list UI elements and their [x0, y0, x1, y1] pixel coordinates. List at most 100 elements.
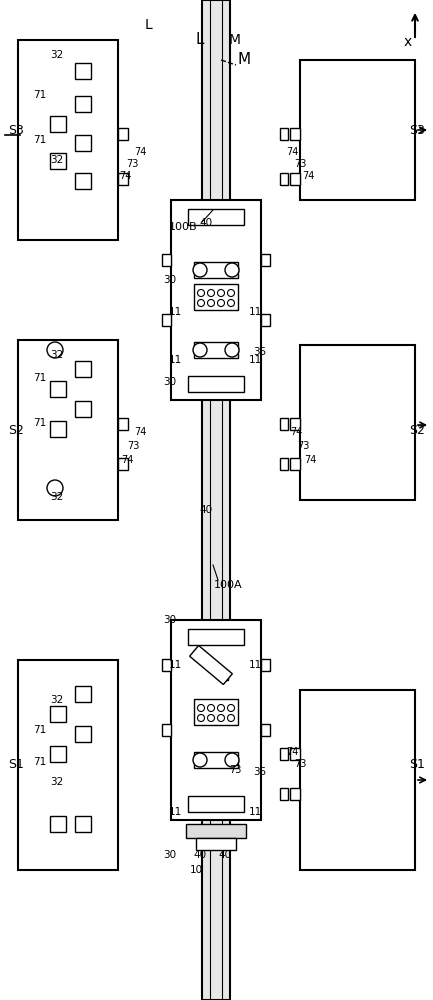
Text: 30: 30	[163, 377, 177, 387]
Text: S2: S2	[8, 424, 24, 436]
Circle shape	[47, 480, 63, 496]
Bar	[300, 345, 415, 500]
Bar	[194, 262, 238, 278]
Text: 11: 11	[249, 660, 262, 670]
Text: 11: 11	[168, 355, 181, 365]
Bar	[162, 659, 171, 671]
Circle shape	[225, 263, 239, 277]
Text: 73: 73	[294, 759, 306, 769]
Bar	[280, 458, 288, 470]
Bar	[75, 361, 91, 377]
Text: 11: 11	[249, 307, 262, 317]
Text: x: x	[404, 35, 412, 49]
Bar	[118, 128, 128, 140]
Bar	[202, 0, 230, 1000]
Bar	[188, 376, 244, 392]
Bar	[50, 706, 66, 722]
Bar	[75, 63, 91, 79]
Bar	[280, 418, 288, 430]
Text: 71: 71	[33, 725, 47, 735]
Text: 11: 11	[249, 355, 262, 365]
Bar	[194, 650, 204, 660]
Text: 73: 73	[294, 159, 306, 169]
Text: 73: 73	[297, 441, 309, 451]
Bar	[280, 173, 288, 185]
Text: L: L	[196, 32, 204, 47]
Circle shape	[227, 714, 235, 722]
Text: 32: 32	[50, 350, 64, 360]
Text: 71: 71	[33, 757, 47, 767]
Text: L: L	[144, 18, 152, 32]
Text: 35: 35	[253, 347, 267, 357]
Bar	[18, 340, 118, 520]
Bar	[18, 660, 118, 870]
Bar	[186, 824, 246, 838]
Text: 35: 35	[253, 767, 267, 777]
Circle shape	[197, 290, 204, 296]
Bar	[290, 788, 300, 800]
Bar	[261, 724, 270, 736]
Bar	[75, 401, 91, 417]
Circle shape	[207, 714, 214, 722]
Text: 11: 11	[168, 660, 181, 670]
Text: 32: 32	[50, 695, 64, 705]
Bar	[18, 40, 118, 240]
Bar	[194, 342, 238, 358]
Text: 71: 71	[33, 418, 47, 428]
Bar	[118, 458, 128, 470]
Bar	[162, 254, 171, 266]
Bar	[280, 788, 288, 800]
Text: 40: 40	[200, 505, 213, 515]
Bar	[290, 173, 300, 185]
Text: S3: S3	[409, 123, 425, 136]
Text: S2: S2	[409, 424, 425, 436]
Text: 74: 74	[286, 147, 298, 157]
Text: 71: 71	[33, 90, 47, 100]
Text: 74: 74	[286, 747, 298, 757]
Text: 32: 32	[50, 777, 64, 787]
Circle shape	[217, 290, 224, 296]
Text: 11: 11	[168, 307, 181, 317]
Circle shape	[227, 704, 235, 712]
Circle shape	[227, 300, 235, 306]
Circle shape	[47, 342, 63, 358]
Bar	[194, 284, 238, 310]
Bar	[118, 173, 128, 185]
Bar	[261, 659, 270, 671]
Bar	[194, 699, 238, 725]
Circle shape	[193, 343, 207, 357]
Text: 73: 73	[229, 765, 241, 775]
Circle shape	[197, 714, 204, 722]
Bar	[162, 314, 171, 326]
Circle shape	[207, 290, 214, 296]
Text: 74: 74	[302, 171, 314, 181]
Bar	[290, 748, 300, 760]
Bar	[280, 128, 288, 140]
Bar	[75, 726, 91, 742]
Circle shape	[197, 300, 204, 306]
Text: 11: 11	[168, 807, 181, 817]
Bar	[261, 314, 270, 326]
Text: 32: 32	[50, 155, 64, 165]
Bar	[75, 816, 91, 832]
Circle shape	[217, 704, 224, 712]
Bar	[75, 135, 91, 151]
Bar	[50, 816, 66, 832]
Circle shape	[217, 300, 224, 306]
Bar	[118, 418, 128, 430]
Text: 73: 73	[126, 159, 138, 169]
Text: M: M	[229, 33, 241, 47]
Circle shape	[197, 704, 204, 712]
Bar	[50, 381, 66, 397]
Bar	[75, 96, 91, 112]
Text: S1: S1	[409, 758, 425, 772]
Bar	[188, 209, 244, 225]
Text: 74: 74	[134, 427, 146, 437]
Text: S1: S1	[8, 758, 24, 772]
Bar	[50, 153, 66, 169]
Text: 32: 32	[50, 50, 64, 60]
Text: M: M	[237, 52, 251, 68]
Bar	[290, 128, 300, 140]
Bar	[50, 421, 66, 437]
Text: 40: 40	[194, 850, 207, 860]
